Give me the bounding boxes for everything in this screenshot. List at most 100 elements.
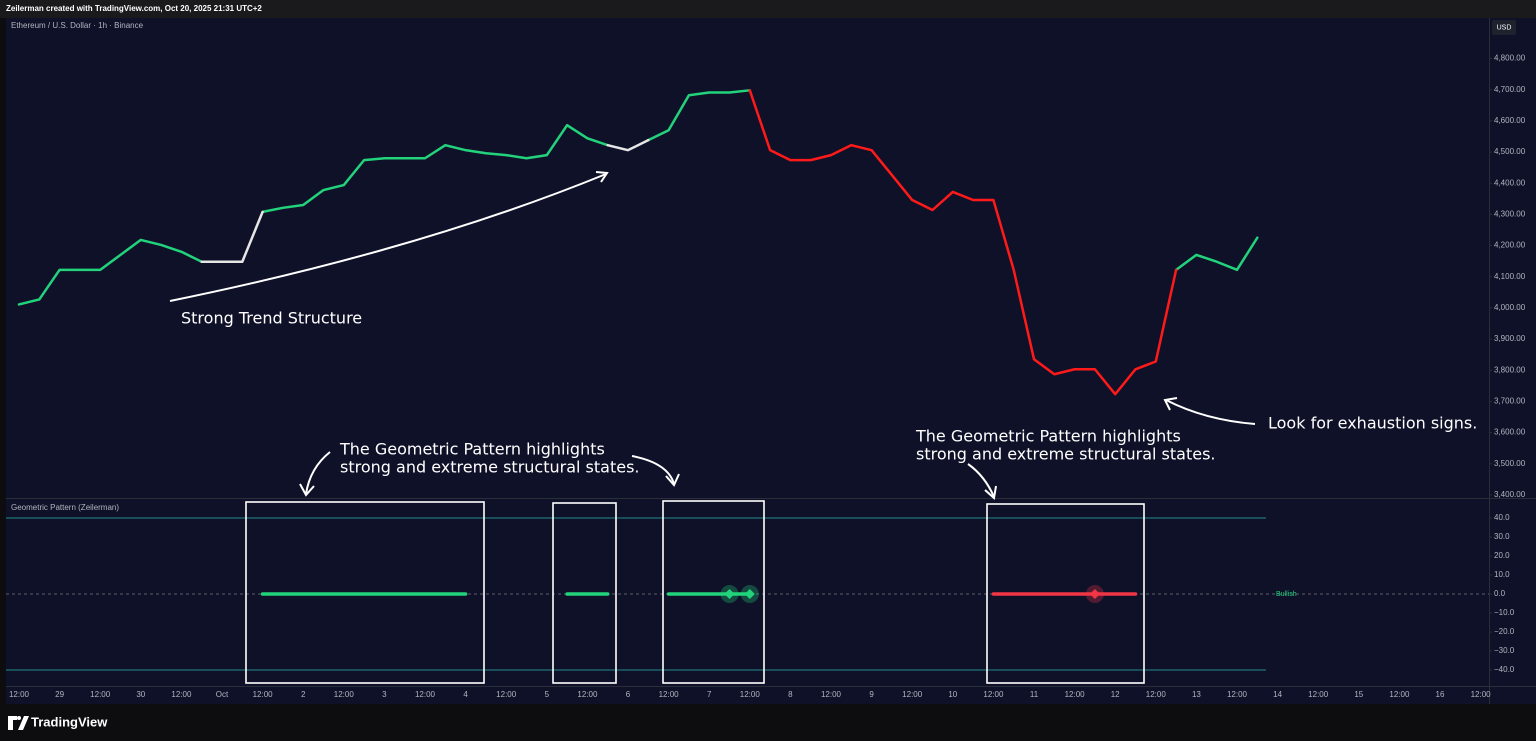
annotation: The Geometric Pattern highlights (339, 440, 605, 459)
x-tick-label: 14 (1273, 690, 1282, 699)
y-tick-label: 3,600.00 (1494, 428, 1526, 437)
top-bar (0, 0, 1536, 18)
x-tick-label: 12:00 (9, 690, 30, 699)
y-tick-label: 20.0 (1494, 551, 1510, 560)
y-tick-label: 40.0 (1494, 513, 1510, 522)
x-tick-label: 5 (545, 690, 550, 699)
x-tick-label: 6 (626, 690, 631, 699)
arrows (169, 171, 1256, 500)
x-tick-label: 12:00 (415, 690, 436, 699)
y-tick-label: 4,500.00 (1494, 147, 1526, 156)
y-tick-label: 3,400.00 (1494, 490, 1526, 499)
arrow-head (984, 485, 997, 500)
annotation: The Geometric Pattern highlights (915, 427, 1181, 446)
x-tick-label: 29 (55, 690, 64, 699)
annotation: Strong Trend Structure (181, 309, 362, 328)
series-line (200, 138, 650, 263)
x-tick-label: 12:00 (659, 690, 680, 699)
x-tick-label: 12:00 (1146, 690, 1167, 699)
y-tick-label: 4,700.00 (1494, 85, 1526, 94)
x-tick-label: 8 (788, 690, 793, 699)
arrow (1165, 399, 1256, 425)
series-line (748, 89, 1178, 396)
x-tick-label: 16 (1436, 690, 1445, 699)
x-tick-label: 3 (382, 690, 387, 699)
symbol-label: Ethereum / U.S. Dollar · 1h · Binance (11, 21, 144, 30)
x-tick-label: 12:00 (1471, 690, 1492, 699)
currency-box[interactable] (1492, 20, 1516, 35)
x-tick-label: 12:00 (577, 690, 598, 699)
arrow-head (1163, 397, 1178, 411)
x-tick-label: 12:00 (1065, 690, 1086, 699)
x-tick-label: Oct (216, 690, 229, 699)
signal-marker (744, 589, 755, 600)
price-axis (1490, 18, 1536, 704)
x-tick-label: 12:00 (1389, 690, 1410, 699)
y-tick-label: 3,800.00 (1494, 365, 1526, 374)
brand-logo (8, 716, 29, 730)
y-tick-label: 3,700.00 (1494, 396, 1526, 405)
x-tick-label: 12:00 (983, 690, 1004, 699)
x-tick-label: 30 (136, 690, 145, 699)
y-tick-label: −30.0 (1494, 646, 1515, 655)
y-tick-label: 4,400.00 (1494, 178, 1526, 187)
x-tick-label: 15 (1354, 690, 1363, 699)
y-tick-label: 4,100.00 (1494, 272, 1526, 281)
arrow (631, 455, 675, 485)
y-tick-label: −20.0 (1494, 627, 1515, 636)
x-tick-label: 12:00 (740, 690, 761, 699)
y-tick-label: 4,600.00 (1494, 116, 1526, 125)
state-label: Bullish (1276, 591, 1297, 598)
brand[interactable]: TradingView (31, 714, 108, 729)
y-tick-label: 4,300.00 (1494, 209, 1526, 218)
attribution: Zeilerman created with TradingView.com, … (6, 4, 262, 13)
arrow-head (595, 171, 609, 183)
x-tick-label: 10 (948, 690, 957, 699)
highlight-box (245, 501, 485, 684)
x-tick-label: 12:00 (496, 690, 517, 699)
x-tick-label: 13 (1192, 690, 1201, 699)
signal-marker (1089, 589, 1100, 600)
highlight-boxes (245, 500, 1145, 684)
x-tick-label: 12:00 (821, 690, 842, 699)
y-tick-label: 3,500.00 (1494, 459, 1526, 468)
arrow-head (665, 473, 680, 487)
x-tick-label: 12:00 (1308, 690, 1329, 699)
highlight-box (986, 503, 1145, 684)
y-tick-label: 4,000.00 (1494, 303, 1526, 312)
x-tick-label: 9 (869, 690, 874, 699)
y-tick-label: 0.0 (1494, 589, 1506, 598)
arrow (305, 451, 331, 495)
chart-area (6, 18, 1490, 704)
x-tick-label: 12:00 (90, 690, 111, 699)
highlight-box (662, 500, 765, 684)
y-tick-label: 4,200.00 (1494, 241, 1526, 250)
x-tick-label: 2 (301, 690, 306, 699)
x-tick-label: 12:00 (334, 690, 355, 699)
annotation: strong and extreme structural states. (340, 458, 640, 477)
y-tick-label: 4,800.00 (1494, 54, 1526, 63)
annotation: strong and extreme structural states. (916, 445, 1216, 464)
annotation: Look for exhaustion signs. (1268, 414, 1477, 433)
x-tick-label: 12:00 (902, 690, 923, 699)
indicator-title: Geometric Pattern (Zeilerman) (11, 503, 119, 512)
arrow (967, 463, 995, 498)
x-tick-label: 12:00 (171, 690, 192, 699)
currency: USD (1497, 24, 1512, 31)
y-tick-label: 30.0 (1494, 532, 1510, 541)
brand-logo-dot (17, 716, 21, 720)
arrow (169, 173, 607, 302)
arrow-head (299, 483, 315, 497)
x-tick-label: 11 (1030, 690, 1039, 699)
x-tick-label: 7 (707, 690, 712, 699)
bottom-bar (0, 704, 1536, 741)
x-tick-label: 4 (463, 690, 468, 699)
signal-marker (724, 589, 735, 600)
highlight-box (552, 502, 617, 684)
x-tick-label: 12 (1111, 690, 1120, 699)
y-tick-label: −40.0 (1494, 665, 1515, 674)
series-line (17, 89, 1259, 306)
x-tick-label: 12:00 (253, 690, 274, 699)
y-tick-label: 10.0 (1494, 570, 1510, 579)
